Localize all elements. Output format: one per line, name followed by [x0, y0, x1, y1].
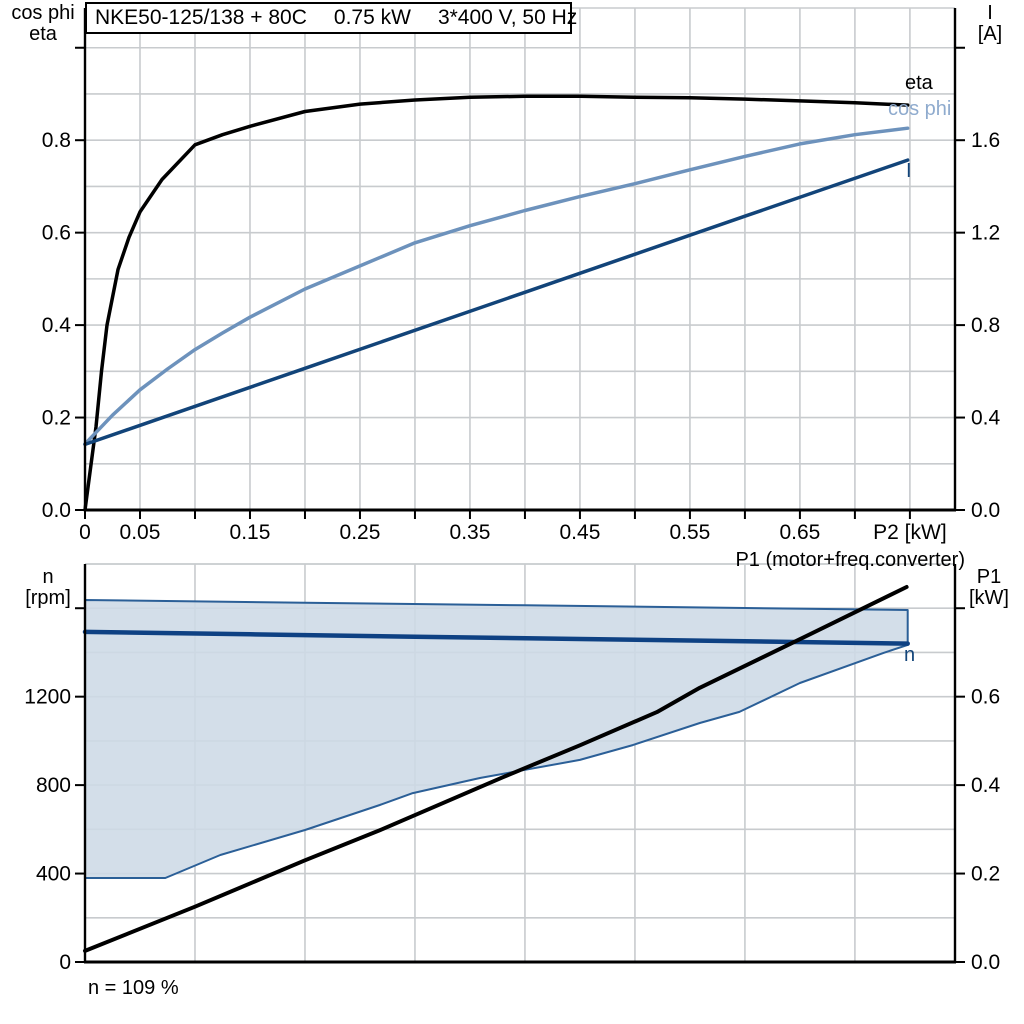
tick-label: 1.2: [971, 222, 1000, 245]
tick-label: 0.8: [971, 314, 1000, 337]
top-left-axis-title: cos phi eta: [4, 3, 82, 45]
eta-curve-label: eta: [905, 72, 933, 94]
tick-label: 800: [36, 774, 71, 797]
speed-range-band: [84, 599, 909, 879]
chart-1-ticks: [75, 607, 965, 963]
chart-0-tick-labels: 0.0 0.2 0.4 0.6 0.8 0.0 0.4 0.8 1.2 1.6 0 0.05 0.15 0…: [42, 129, 1001, 544]
chart-0-grid: [85, 7, 955, 510]
chart-1-axes: [83, 564, 957, 964]
tick-label: 1.6: [971, 129, 1000, 152]
p1-axis-label: P1: [976, 566, 1002, 588]
tick-label: 0.45: [560, 521, 601, 544]
rated-power: 0.75 kW: [333, 6, 411, 29]
curve-eta: [83, 94, 910, 512]
tick-label: 0: [79, 521, 91, 544]
tick-label: 1200: [24, 686, 71, 709]
supply-voltage: 3*400 V, 50 Hz: [437, 6, 578, 29]
tick-label: 0.6: [971, 686, 1000, 709]
tick-label: 0.6: [42, 222, 71, 245]
bottom-right-axis-title: P1 [kW]: [956, 567, 1022, 609]
bottom-left-axis-title: n [rpm]: [12, 567, 84, 609]
current-curve-label: I: [906, 160, 912, 182]
tick-label: 0.05: [120, 521, 161, 544]
tick-label: 0.0: [971, 499, 1000, 522]
speed-percentage-note: n = 109 %: [88, 977, 179, 999]
tick-label: 0.0: [42, 499, 71, 522]
current-unit-label: [A]: [977, 23, 1003, 45]
chart-1-tick-labels: 0 400 800 1200 0.0 0.2 0.4 0.6: [24, 686, 1000, 974]
tick-label: P2 [kW]: [873, 521, 947, 544]
tick-label: 0.8: [42, 129, 71, 152]
tick-label: 0.4: [42, 314, 72, 337]
p1-curve-label: P1 (motor+freq.converter): [735, 549, 965, 571]
tick-label: 0.55: [669, 521, 710, 544]
tick-label: 0.4: [971, 407, 1001, 430]
tick-label: 0.15: [230, 521, 271, 544]
chart-title-box: NKE50-125/138 + 80C 0.75 kW 3*400 V, 50 Hz: [85, 2, 577, 34]
eta-axis-label: eta: [29, 23, 57, 45]
cos-phi-axis-label: cos phi: [11, 2, 75, 24]
curve-cos-phi: [83, 126, 910, 446]
speed-curve-label: n: [904, 644, 916, 666]
chart-0-axes: [83, 8, 957, 512]
speed-unit-label: [rpm]: [25, 587, 71, 609]
cos-phi-curve-label: cos phi: [888, 98, 952, 120]
chart-0-ticks: [75, 46, 965, 519]
p1-unit-label: [kW]: [969, 587, 1009, 609]
speed-axis-label: n: [42, 566, 54, 588]
tick-label: 0: [59, 951, 71, 974]
current-axis-label: I: [987, 2, 993, 24]
top-right-axis-title: I [A]: [958, 3, 1022, 45]
tick-label: 0.4: [971, 774, 1001, 797]
tick-label: 0.35: [450, 521, 491, 544]
tick-label: 0.2: [42, 407, 71, 430]
curve-speed: [82, 629, 910, 646]
tick-label: 0.0: [971, 951, 1000, 974]
pump-model: NKE50-125/138 + 80C: [95, 6, 307, 29]
curve-p1: [83, 585, 909, 953]
tick-label: 400: [36, 863, 71, 886]
curve-current: [83, 158, 910, 447]
tick-label: 0.65: [779, 521, 820, 544]
tick-label: 0.25: [340, 521, 381, 544]
tick-label: 0.2: [971, 863, 1000, 886]
